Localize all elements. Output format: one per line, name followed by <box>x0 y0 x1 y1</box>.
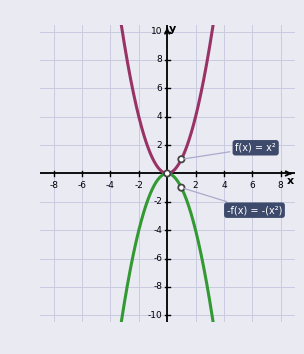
Circle shape <box>178 184 185 191</box>
Circle shape <box>164 170 170 177</box>
Text: -8: -8 <box>49 181 58 190</box>
Text: -4: -4 <box>106 181 115 190</box>
Text: -f(x) = -(x²): -f(x) = -(x²) <box>184 188 282 215</box>
Text: 2: 2 <box>157 141 162 150</box>
Circle shape <box>178 156 185 162</box>
Text: -10: -10 <box>147 311 162 320</box>
Text: -2: -2 <box>134 181 143 190</box>
Text: -6: -6 <box>153 254 162 263</box>
Text: -2: -2 <box>153 197 162 206</box>
Text: 8: 8 <box>157 56 162 64</box>
Text: -6: -6 <box>78 181 87 190</box>
Text: -8: -8 <box>153 282 162 291</box>
Text: -4: -4 <box>153 226 162 235</box>
Text: 8: 8 <box>278 181 284 190</box>
Text: 2: 2 <box>193 181 199 190</box>
Text: f(x) = x²: f(x) = x² <box>184 143 276 159</box>
Text: 4: 4 <box>157 112 162 121</box>
Text: 10: 10 <box>151 27 162 36</box>
Text: x: x <box>287 176 294 186</box>
Text: 4: 4 <box>221 181 227 190</box>
Text: 6: 6 <box>250 181 255 190</box>
Text: 6: 6 <box>157 84 162 93</box>
Text: y: y <box>168 24 176 34</box>
